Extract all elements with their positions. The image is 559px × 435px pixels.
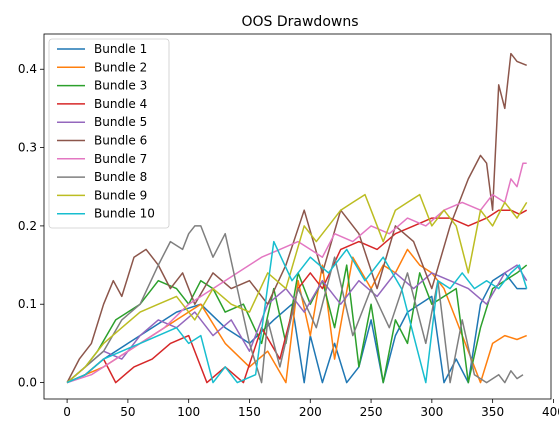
legend-label-bundle-1: Bundle 1	[94, 42, 147, 56]
y-axis: 0.0 0.1 0.2 0.3 0.4	[18, 62, 44, 390]
y-tick-label: 0.1	[18, 297, 37, 311]
series-line-bundle-9	[66, 193, 528, 384]
y-tick-label: 0.2	[18, 219, 37, 233]
legend-label-bundle-7: Bundle 7	[94, 152, 147, 166]
y-tick-label: 0.3	[18, 141, 37, 155]
series-line-bundle-6	[66, 52, 527, 383]
legend-label-bundle-2: Bundle 2	[94, 60, 147, 74]
series-line-bundle-4	[66, 209, 528, 384]
x-tick-label: 50	[120, 405, 135, 419]
chart-title: OOS Drawdowns	[241, 14, 358, 30]
plot-frame	[43, 33, 552, 400]
legend-label-bundle-3: Bundle 3	[94, 79, 147, 93]
x-axis: 0 50 100 150 200 250 300 350 400	[63, 399, 559, 419]
series-line-bundle-7	[66, 162, 527, 384]
x-tick-label: 100	[177, 405, 200, 419]
y-tick-label: 0.0	[18, 376, 37, 390]
series-line-bundle-10	[66, 240, 528, 384]
x-tick-label: 0	[63, 405, 71, 419]
x-tick-label: 200	[299, 405, 322, 419]
x-tick-label: 400	[542, 405, 559, 419]
legend-label-bundle-8: Bundle 8	[94, 170, 147, 184]
y-tick-label: 0.4	[18, 62, 37, 76]
legend-label-bundle-10: Bundle 10	[94, 207, 155, 221]
legend: Bundle 1 Bundle 2 Bundle 3 Bundle 4 Bundle 5…	[48, 38, 170, 229]
legend-label-bundle-6: Bundle 6	[94, 134, 147, 148]
legend-label-bundle-5: Bundle 5	[94, 115, 147, 129]
series-lines	[66, 52, 528, 384]
series-line-bundle-8	[66, 225, 524, 384]
legend-label-bundle-9: Bundle 9	[94, 188, 147, 202]
x-tick-label: 150	[238, 405, 261, 419]
legend-label-bundle-4: Bundle 4	[94, 97, 147, 111]
x-tick-label: 250	[360, 405, 383, 419]
series-line-bundle-5	[66, 264, 528, 384]
x-tick-label: 300	[420, 405, 443, 419]
x-tick-label: 350	[481, 405, 504, 419]
